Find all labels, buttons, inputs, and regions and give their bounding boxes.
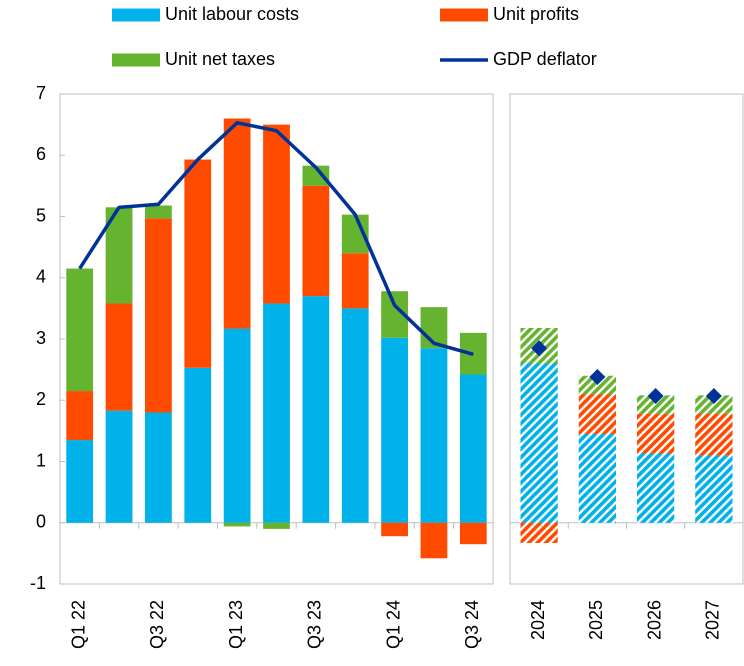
x-tick-label: 2024 xyxy=(528,600,548,640)
x-tick-label: 2025 xyxy=(586,600,606,640)
y-tick-label: 6 xyxy=(36,144,46,164)
legend-label: GDP deflator xyxy=(493,49,597,69)
y-tick-label: 0 xyxy=(36,512,46,532)
bar xyxy=(381,522,408,537)
bar xyxy=(223,328,251,523)
panel-frame xyxy=(509,93,744,585)
y-tick-label: 1 xyxy=(36,450,46,470)
bar xyxy=(223,118,251,329)
bar xyxy=(263,522,290,529)
x-tick-label: 2027 xyxy=(703,600,723,640)
bar xyxy=(263,303,290,523)
bar xyxy=(636,413,675,454)
bar xyxy=(520,363,558,523)
x-tick-label: Q1 22 xyxy=(68,600,88,649)
bar xyxy=(184,367,212,523)
bar xyxy=(145,205,172,219)
marker xyxy=(531,340,548,357)
marker xyxy=(647,387,664,404)
legend-label: Unit profits xyxy=(493,4,579,24)
bar xyxy=(145,412,172,523)
legend-label: Unit labour costs xyxy=(165,4,299,24)
x-tick-label: Q1 24 xyxy=(383,600,403,649)
bar xyxy=(105,410,133,523)
bar xyxy=(341,308,369,523)
legend-swatch xyxy=(440,8,488,22)
y-tick-label: 2 xyxy=(36,389,46,409)
y-tick-label: 3 xyxy=(36,328,46,348)
bar xyxy=(636,453,675,523)
x-tick-label: Q3 23 xyxy=(305,600,325,649)
x-tick-label: Q3 24 xyxy=(462,600,482,649)
bar xyxy=(66,268,94,392)
bar xyxy=(184,159,212,368)
bar xyxy=(520,522,558,543)
bar xyxy=(66,391,94,441)
bar xyxy=(263,124,290,304)
bar xyxy=(459,522,487,545)
bar xyxy=(341,253,369,309)
bar xyxy=(578,394,617,434)
marker xyxy=(705,387,722,404)
y-tick-label: 4 xyxy=(36,267,46,287)
y-tick-label: 7 xyxy=(36,83,46,103)
bar xyxy=(66,440,94,523)
bar xyxy=(145,218,172,413)
legend-swatch xyxy=(112,8,160,22)
bar xyxy=(459,374,487,523)
bar xyxy=(695,455,733,523)
bar xyxy=(578,433,617,523)
bar xyxy=(302,165,330,186)
bar xyxy=(636,395,675,414)
bar xyxy=(695,413,733,456)
bar xyxy=(302,296,330,523)
x-tick-label: Q1 23 xyxy=(226,600,246,649)
y-tick-label: 5 xyxy=(36,205,46,225)
bar xyxy=(420,348,448,523)
bar xyxy=(420,522,448,559)
bar xyxy=(381,337,408,523)
bar xyxy=(695,395,733,414)
marker xyxy=(589,368,606,385)
bar xyxy=(302,185,330,297)
bar xyxy=(105,303,133,411)
line xyxy=(78,121,474,356)
y-tick-label: -1 xyxy=(30,573,46,593)
x-tick-label: Q3 22 xyxy=(147,600,167,649)
legend-swatch xyxy=(112,53,160,67)
bar xyxy=(223,522,251,527)
x-tick-label: 2026 xyxy=(644,600,664,640)
legend-label: Unit net taxes xyxy=(165,49,275,69)
